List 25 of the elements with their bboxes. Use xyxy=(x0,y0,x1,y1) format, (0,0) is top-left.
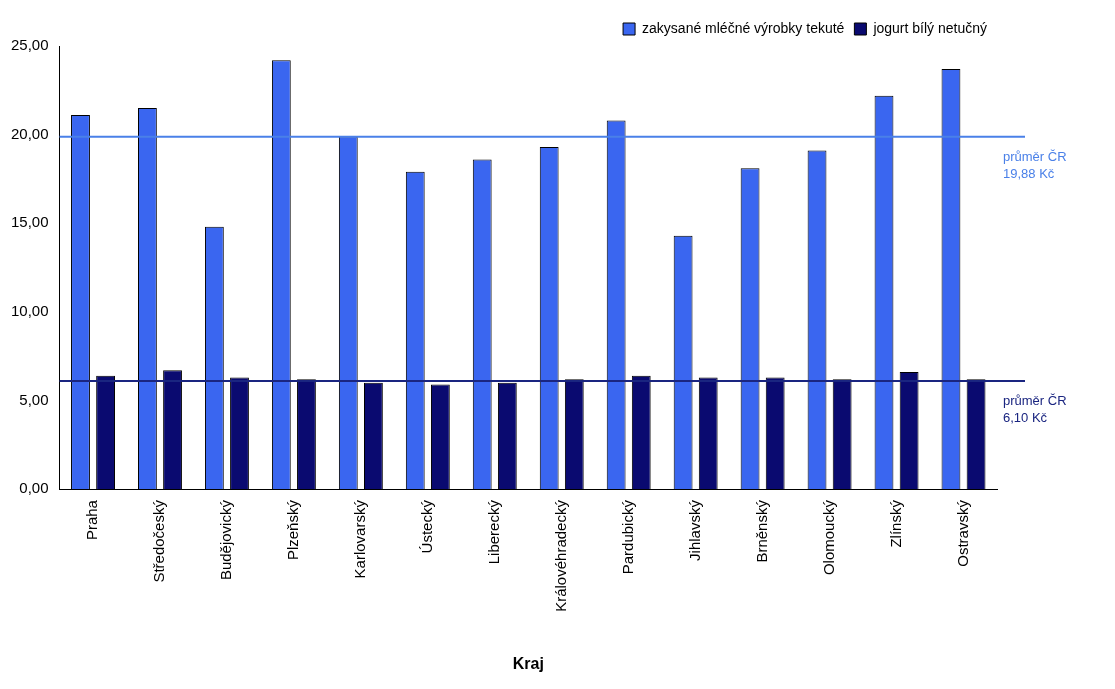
y-tick-label: 10,00 xyxy=(10,301,49,319)
x-tick-label: Plzeňský xyxy=(284,499,302,561)
x-tick-label: Karlovarský xyxy=(351,499,368,579)
x-tick-label: Praha xyxy=(83,499,101,541)
x-axis-title: Kraj xyxy=(512,654,544,672)
x-tick-label: Královéhradecký xyxy=(551,499,569,612)
x-tick-label: Pardubický xyxy=(618,499,636,575)
x-tick-label: Ústecký xyxy=(417,499,435,554)
legend-label: zakysané mléčné výrobky tekuté xyxy=(642,19,845,36)
legend-label: jogurt bílý netučný xyxy=(872,19,987,36)
ref-line-label: průměr ČR 19,88 Kč xyxy=(1003,148,1067,181)
x-tick-label: Ostravský xyxy=(953,499,971,567)
y-tick-label: 25,00 xyxy=(10,36,49,54)
x-tick-label: Zlínský xyxy=(886,499,904,548)
y-tick-label: 20,00 xyxy=(10,124,49,142)
ref-line-label: průměr ČR 6,10 Kč xyxy=(1003,393,1067,426)
x-tick-label: Budějovický xyxy=(217,499,235,581)
x-tick-label: Středočeský xyxy=(150,499,168,583)
x-tick-label: Brněnský xyxy=(752,499,770,563)
x-tick-label: Olomoucký xyxy=(819,499,837,576)
y-tick-label: 15,00 xyxy=(10,213,49,231)
y-tick-label: 5,00 xyxy=(19,390,49,408)
x-tick-label: Jihlavský xyxy=(685,499,703,561)
y-tick-label: 0,00 xyxy=(19,479,49,497)
x-tick-label: Liberecký xyxy=(484,499,502,565)
